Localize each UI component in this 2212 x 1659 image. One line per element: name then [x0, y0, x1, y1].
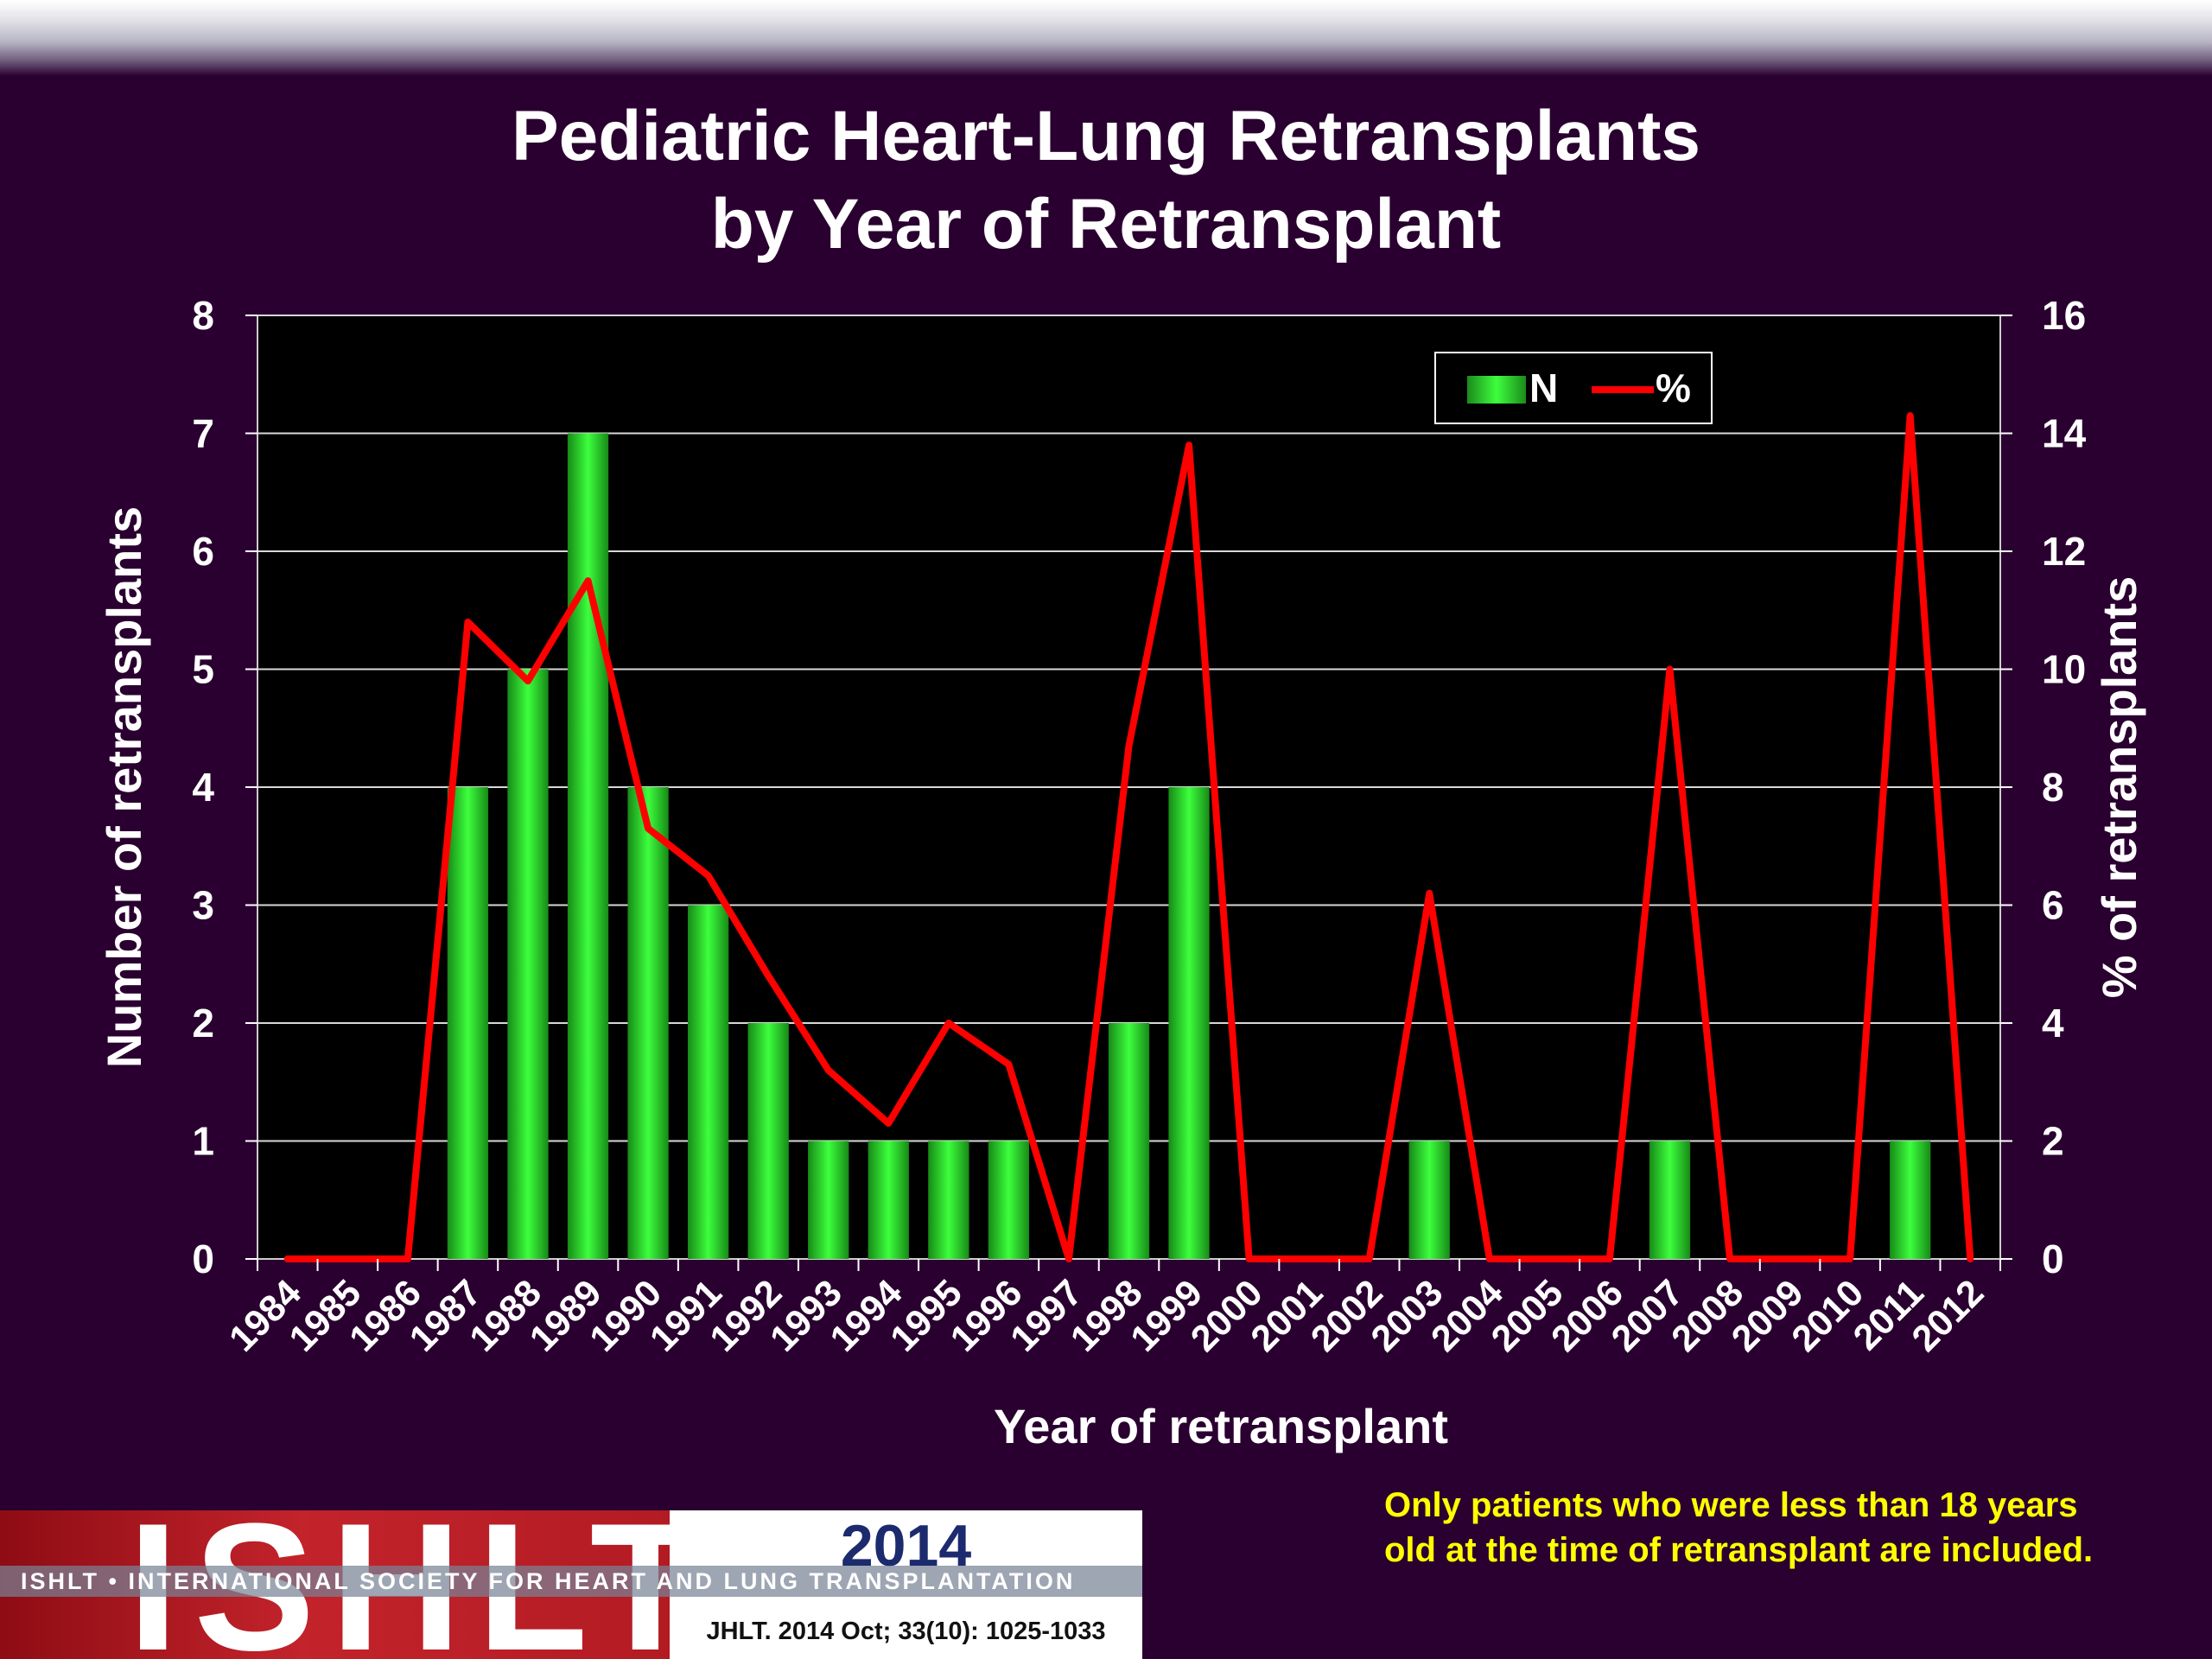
header-gradient-band [0, 0, 2212, 76]
bar [808, 1141, 849, 1259]
bar [687, 905, 729, 1259]
legend-label-n: N [1529, 365, 1559, 410]
y-tick-label-left: 6 [192, 529, 214, 574]
y-axis-title-right: % of retransplants [2092, 576, 2146, 999]
y-tick-label-left: 8 [192, 293, 214, 338]
bar [928, 1141, 969, 1259]
bar [1890, 1141, 1931, 1259]
y-tick-label-left: 5 [192, 647, 214, 692]
legend-swatch-percent [1592, 386, 1654, 393]
legend-swatch-n [1467, 376, 1526, 404]
x-tick-label: 2012 [1904, 1272, 1993, 1360]
line-series-percent [283, 412, 1974, 1262]
y-tick-label-left: 0 [192, 1236, 214, 1281]
y-tick-label-right: 10 [2042, 647, 2086, 692]
chart-svg: 0123456780246810121416198419851986198719… [97, 293, 2146, 1453]
y-tick-label-left: 7 [192, 411, 214, 456]
y-tick-label-right: 12 [2042, 529, 2086, 574]
journal-citation: JHLT. 2014 Oct; 33(10): 1025-1033 [706, 1618, 1106, 1645]
legend-label-percent: % [1656, 365, 1691, 410]
bar [627, 787, 669, 1259]
y-tick-label-left: 1 [192, 1119, 214, 1164]
x-axis-title: Year of retransplant [994, 1399, 1448, 1453]
y-tick-label-right: 4 [2042, 1001, 2064, 1046]
y-tick-label-right: 6 [2042, 883, 2064, 928]
y-tick-label-right: 2 [2042, 1119, 2064, 1164]
bar-series-n [447, 433, 1931, 1259]
bar [1408, 1141, 1450, 1259]
bar [567, 433, 609, 1259]
bar [1168, 787, 1210, 1259]
chart-title-line2: by Year of Retransplant [710, 185, 1502, 264]
ishlt-logo: ISHLT 2014 ISHLT • INTERNATIONAL SOCIETY… [0, 1510, 1142, 1659]
y-axis-title-left: Number of retransplants [97, 506, 151, 1068]
chart-legend: N % [1434, 352, 1713, 424]
y-tick-label-right: 14 [2042, 411, 2087, 456]
bar [1649, 1141, 1691, 1259]
bar [988, 1141, 1030, 1259]
bar [747, 1023, 789, 1259]
y-tick-label-left: 4 [192, 765, 214, 810]
logo-society-strip: ISHLT • INTERNATIONAL SOCIETY FOR HEART … [0, 1566, 1142, 1597]
footnote-line2: old at the time of retransplant are incl… [1384, 1531, 2094, 1569]
y-tick-label-right: 16 [2042, 293, 2086, 338]
y-tick-label-right: 0 [2042, 1236, 2064, 1281]
footnote: Only patients who were less than 18 year… [1384, 1483, 2162, 1573]
y-tick-label-left: 2 [192, 1001, 214, 1046]
axes [245, 315, 2012, 1271]
bar [1108, 1023, 1150, 1259]
bar [868, 1141, 909, 1259]
y-tick-label-right: 8 [2042, 765, 2064, 810]
bar [507, 669, 549, 1259]
bar [447, 787, 489, 1259]
footnote-line1: Only patients who were less than 18 year… [1384, 1486, 2078, 1524]
chart-title-line1: Pediatric Heart-Lung Retransplants [511, 97, 1701, 175]
y-tick-label-left: 3 [192, 883, 214, 928]
